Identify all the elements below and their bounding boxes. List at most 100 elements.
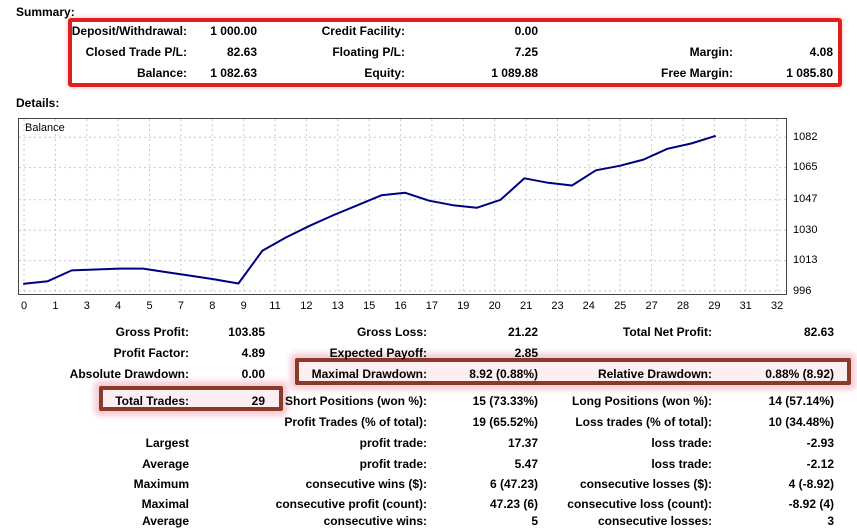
detail-a-label: Largest [145,436,189,450]
detail-c-value: 10 (34.48%) [768,415,834,429]
detail-a-label: Absolute Drawdown: [69,367,189,381]
y-tick-label: 1065 [793,161,818,174]
detail-b-label: consecutive wins: [323,514,427,528]
detail-a-label: Maximal [141,497,189,511]
x-tick-label: 19 [457,300,470,312]
detail-a-label: Average [142,457,189,471]
detail-a-value: 0.00 [241,367,265,381]
drawdown-highlight-box [295,358,851,385]
x-tick-label: 4 [115,300,122,312]
detail-b-value: 17.37 [507,436,538,450]
detail-b-value: 19 (65.52%) [472,415,538,429]
y-tick-label: 1030 [793,223,818,236]
detail-b-label: Gross Loss: [356,325,427,339]
x-tick-label: 3 [83,300,90,312]
detail-c-value: -8.92 (4) [788,497,834,511]
x-tick-label: 5 [146,300,153,312]
balance-chart-svg [18,118,787,295]
detail-b-value: 21.22 [507,325,538,339]
detail-b-label: Maximal Drawdown: [311,367,427,381]
summary-c2-label: Equity: [364,66,405,80]
summary-c1-value: 1 000.00 [210,24,257,38]
detail-c-value: 4 (-8.92) [788,477,834,491]
detail-a-label: Total Trades: [115,394,189,408]
detail-b-value: 5.47 [514,457,538,471]
x-tick-label: 20 [488,300,501,312]
detail-c-label: Loss trades (% of total): [575,415,712,429]
summary-c2-value: 0.00 [514,24,538,38]
detail-c-value: -2.12 [806,457,834,471]
detail-b-value: 6 (47.23) [489,477,538,491]
x-tick-label: 13 [331,300,344,312]
detail-b-value: 15 (73.33%) [472,394,538,408]
y-tick-label: 1047 [793,193,818,206]
x-tick-label: 27 [645,300,658,312]
x-tick-label: 1 [52,300,59,312]
detail-c-label: consecutive losses: [597,514,712,528]
detail-b-label: consecutive wins ($): [305,477,427,491]
x-tick-label: 17 [425,300,439,312]
summary-c3-value: 1 085.80 [786,66,833,80]
x-tick-label: 28 [676,300,690,312]
detail-a-label: Maximum [133,477,189,491]
detail-c-label: consecutive losses ($): [579,477,712,491]
x-tick-label: 12 [300,300,313,312]
detail-c-value: 0.88% (8.92) [765,367,834,381]
x-tick-label: 31 [739,300,752,312]
summary-c3-value: 4.08 [809,45,833,59]
detail-a-label: Profit Factor: [113,346,189,360]
x-tick-label: 11 [269,300,281,312]
detail-a-value: 103.85 [228,325,265,339]
summary-c1-label: Deposit/Withdrawal: [71,24,187,38]
detail-c-label: loss trade: [651,436,712,450]
detail-b-value: 8.92 (0.88%) [469,367,538,381]
detail-b-value: 5 [531,514,538,528]
chart-series-label: Balance [25,122,65,134]
x-tick-label: 24 [582,300,595,312]
detail-c-value: 14 (57.14%) [768,394,834,408]
detail-b-value: 47.23 (6) [489,497,538,511]
x-tick-label: 23 [551,300,564,312]
detail-c-label: Relative Drawdown: [597,367,712,381]
summary-c2-label: Credit Facility: [321,24,405,38]
summary-c2-value: 7.25 [514,45,538,59]
summary-c1-label: Balance: [136,66,187,80]
summary-c3-label: Margin: [689,45,733,59]
detail-a-value: 29 [251,394,265,408]
summary-c2-label: Floating P/L: [332,45,405,59]
summary-highlight-box [68,18,842,87]
detail-c-value: -2.93 [806,436,834,450]
x-tick-label: 32 [770,300,784,312]
x-tick-label: 29 [708,300,721,312]
x-tick-label: 21 [519,300,533,312]
detail-a-value: 4.89 [241,346,265,360]
summary-c1-value: 82.63 [226,45,257,59]
total-trades-highlight-box [99,386,283,411]
detail-b-label: Expected Payoff: [329,346,427,360]
balance-chart: Balance [18,118,787,295]
summary-section-title: Summary: [16,5,75,19]
x-tick-label: 9 [240,300,247,312]
y-tick-label: 996 [793,284,812,297]
detail-b-label: profit trade: [359,457,427,471]
detail-c-value: 3 [827,514,834,528]
detail-c-label: Total Net Profit: [622,325,712,339]
x-tick-label: 25 [614,300,627,312]
detail-c-label: loss trade: [651,457,712,471]
detail-b-label: Profit Trades (% of total): [284,415,427,429]
details-section-title: Details: [16,96,60,110]
detail-b-label: consecutive profit (count): [275,497,427,511]
x-tick-label: 15 [363,300,376,312]
detail-a-label: Gross Profit: [115,325,189,339]
y-axis-labels: 1082 1065 1047 1030 1013 996 [793,118,853,300]
detail-a-label: Average [142,514,189,528]
detail-c-label: consecutive loss (count): [567,497,712,511]
x-tick-label: 7 [177,300,184,312]
y-tick-label: 1013 [793,254,818,267]
summary-c1-label: Closed Trade P/L: [85,45,187,59]
summary-c1-value: 1 082.63 [210,66,257,80]
x-tick-label: 0 [20,300,28,312]
detail-b-label: Short Positions (won %): [285,394,427,408]
detail-c-label: Long Positions (won %): [572,394,712,408]
